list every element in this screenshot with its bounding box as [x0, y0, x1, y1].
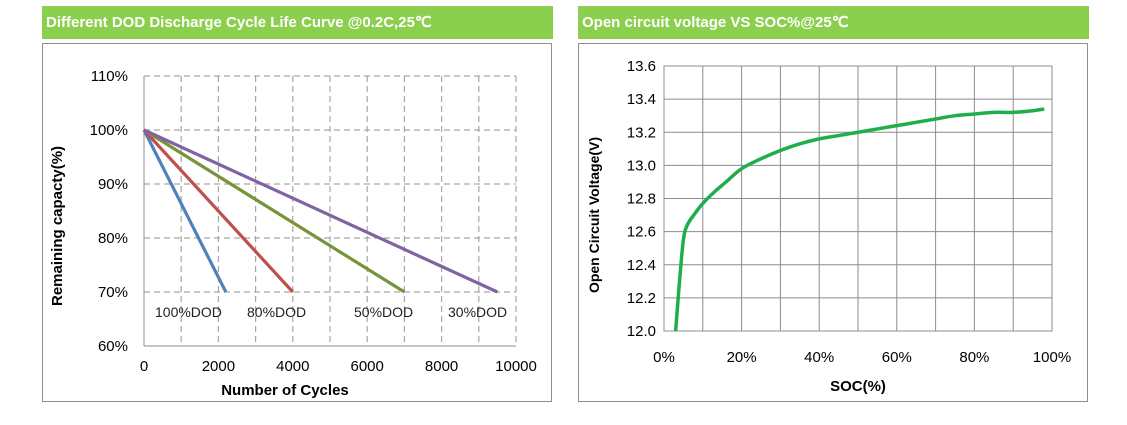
cycle-life-header: Different DOD Discharge Cycle Life Curve…: [42, 6, 553, 39]
y-tick-label: 100%: [90, 122, 128, 139]
y-tick-label: 12.6: [627, 224, 656, 241]
cycle-life-xlabel: Number of Cycles: [221, 382, 349, 399]
x-tick-label: 80%: [959, 349, 989, 366]
ocv-header: Open circuit voltage VS SOC%@25℃: [578, 6, 1089, 39]
series-line-30pctdod: [143, 128, 499, 294]
y-tick-label: 13.4: [627, 91, 656, 108]
y-tick-label: 60%: [98, 338, 128, 355]
y-tick-label: 12.2: [627, 290, 656, 307]
ocv-series-line: [673, 107, 1045, 332]
x-tick-label: 60%: [882, 349, 912, 366]
ocv-xlabel: SOC(%): [830, 378, 886, 395]
series-label: 80%DOD: [247, 304, 306, 320]
x-tick-label: 0: [140, 358, 148, 375]
y-tick-label: 12.0: [627, 323, 656, 340]
x-tick-label: 4000: [276, 358, 309, 375]
ocv-chart-frame: [578, 43, 1088, 402]
y-tick-label: 13.6: [627, 58, 656, 75]
cycle-life-ylabel: Remaining capacty(%): [49, 146, 66, 306]
cycle-life-chart-frame: [42, 43, 552, 402]
y-tick-label: 12.4: [627, 257, 656, 274]
y-tick-label: 90%: [98, 176, 128, 193]
series-label: 30%DOD: [448, 304, 507, 320]
series-label: 50%DOD: [354, 304, 413, 320]
y-tick-label: 12.8: [627, 191, 656, 208]
x-tick-label: 10000: [495, 358, 537, 375]
cycle-life-chart: 0 2000 4000 6000 8000 10000 60% 70% 80% 90% 100% 1…: [42, 43, 552, 402]
y-tick-label: 13.2: [627, 124, 656, 141]
series-line-50pctdod: [143, 128, 406, 294]
ocv-ylabel: Open Circuit Voltage(V): [586, 137, 602, 293]
x-tick-label: 40%: [804, 349, 834, 366]
ocv-chart: 0% 20% 40% 60% 80% 100% 12.0 12.2 12.4 12.6 12.8 1…: [578, 43, 1088, 402]
x-tick-label: 8000: [425, 358, 458, 375]
series-line-80pctdod: [142, 128, 294, 294]
x-tick-label: 0%: [653, 349, 675, 366]
series-line-100pctdod: [142, 129, 228, 293]
series-label: 100%DOD: [155, 304, 222, 320]
y-tick-label: 70%: [98, 284, 128, 301]
y-tick-label: 13.0: [627, 157, 656, 174]
y-tick-label: 80%: [98, 230, 128, 247]
x-tick-label: 20%: [727, 349, 757, 366]
x-tick-label: 2000: [202, 358, 235, 375]
x-tick-label: 6000: [351, 358, 384, 375]
x-tick-label: 100%: [1033, 349, 1071, 366]
y-tick-label: 110%: [91, 68, 128, 85]
